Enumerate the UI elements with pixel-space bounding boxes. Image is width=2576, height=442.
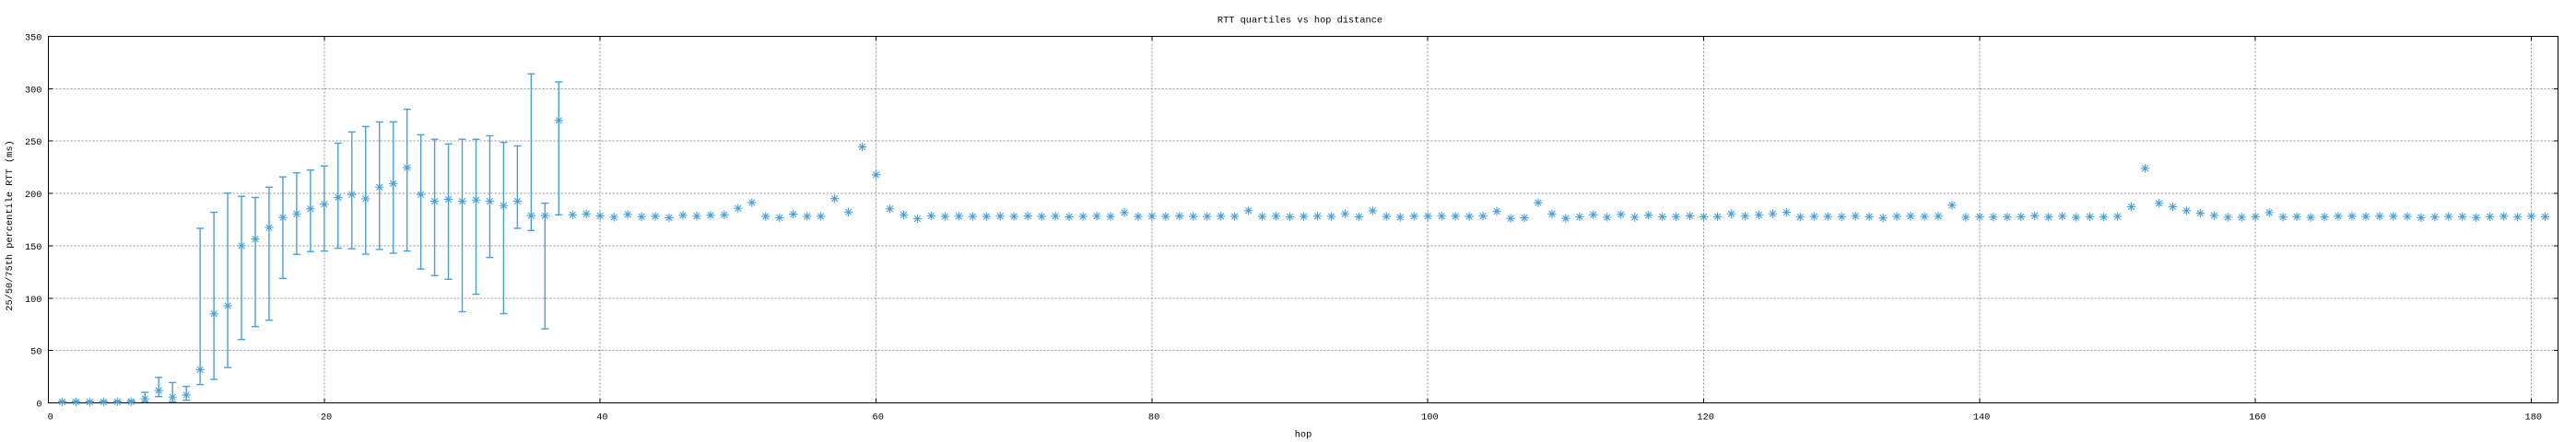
svg-text:RTT quartiles vs hop distance: RTT quartiles vs hop distance (1217, 16, 1382, 27)
svg-text:250: 250 (25, 137, 42, 148)
svg-text:200: 200 (25, 190, 42, 201)
svg-text:50: 50 (30, 347, 41, 358)
svg-text:0: 0 (48, 413, 53, 424)
svg-text:350: 350 (25, 33, 42, 44)
svg-text:160: 160 (2249, 413, 2266, 424)
svg-text:150: 150 (25, 242, 42, 253)
svg-text:80: 80 (1148, 413, 1159, 424)
svg-text:40: 40 (596, 413, 607, 424)
svg-text:60: 60 (873, 413, 884, 424)
svg-text:100: 100 (25, 295, 42, 306)
svg-text:0: 0 (36, 400, 41, 411)
svg-text:180: 180 (2525, 413, 2543, 424)
svg-text:25/50/75th percentile RTT (ms): 25/50/75th percentile RTT (ms) (5, 140, 16, 310)
svg-text:20: 20 (321, 413, 332, 424)
svg-text:140: 140 (1973, 413, 1991, 424)
svg-text:120: 120 (1697, 413, 1714, 424)
svg-text:300: 300 (25, 85, 42, 96)
svg-text:100: 100 (1421, 413, 1439, 424)
svg-text:hop: hop (1295, 430, 1312, 441)
